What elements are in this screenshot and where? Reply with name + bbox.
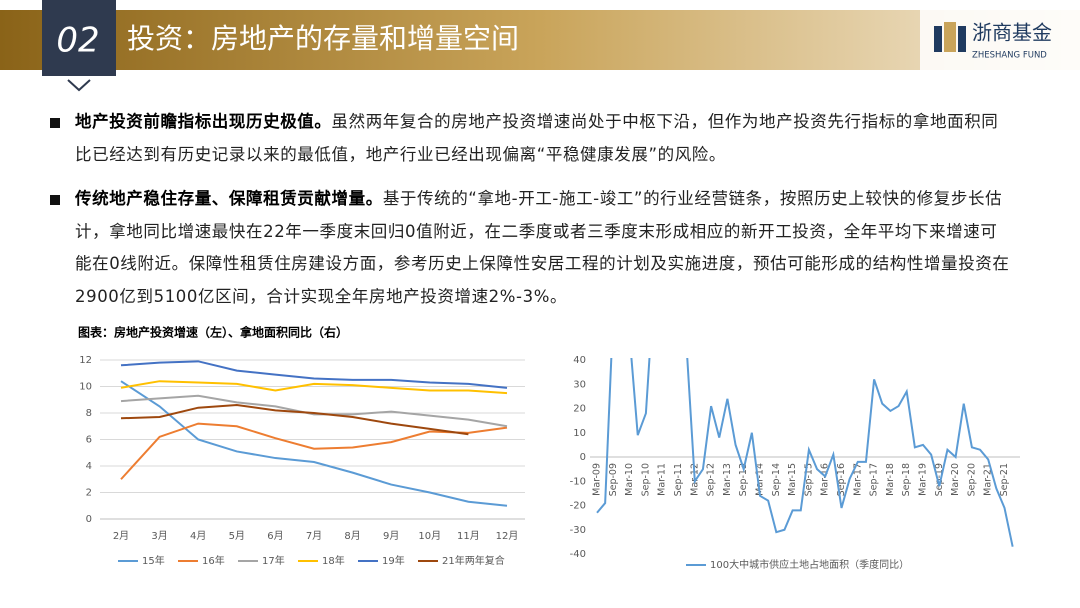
paragraph: 地产投资前瞻指标出现历史极值。虽然两年复合的房地产投资增速尚处于中枢下沿，但作为…: [75, 106, 1010, 171]
x-tick-label: Sep-11: [673, 463, 684, 496]
y-tick-label: 0: [580, 452, 586, 463]
header-bar: [0, 10, 1080, 70]
logo-en: ZHESHANG FUND: [972, 51, 1047, 61]
series-line: [596, 358, 1014, 547]
series-line: [120, 404, 469, 436]
x-tick-label: 9月: [383, 530, 399, 542]
x-tick-label: 8月: [344, 530, 360, 542]
x-tick-label: Mar-17: [852, 463, 863, 496]
x-tick-label: 3月: [151, 530, 167, 542]
legend-label: 16年: [202, 554, 225, 567]
legend-label: 100大中城市供应土地占地面积（季度同比）: [710, 558, 909, 571]
y-tick-label: 10: [573, 428, 586, 439]
x-tick-label: Mar-09: [592, 463, 603, 496]
y-tick-label: 6: [86, 435, 92, 446]
y-tick-label: 2: [86, 488, 92, 499]
x-tick-label: Sep-15: [803, 463, 814, 496]
plot: [596, 358, 1014, 547]
legend-label: 19年: [382, 554, 405, 567]
plot: [120, 360, 508, 507]
x-tick-label: Sep-14: [771, 463, 782, 496]
x-tick-label: Mar-18: [885, 463, 896, 496]
legend-label: 18年: [322, 554, 345, 567]
x-tick-label: Mar-10: [624, 463, 635, 496]
y-tick-label: 12: [79, 355, 92, 366]
x-tick-label: Sep-09: [608, 463, 619, 496]
para-lead: 地产投资前瞻指标出现历史极值。: [75, 112, 332, 131]
x-tick-label: Sep-20: [966, 463, 977, 496]
x-tick-label: Mar-20: [950, 463, 961, 496]
series-line: [120, 380, 508, 507]
x-tick-label: Mar-15: [787, 463, 798, 496]
x-tick-label: Mar-21: [983, 463, 994, 496]
series-line: [120, 422, 508, 480]
x-tick-label: Sep-21: [999, 463, 1010, 496]
legend-label: 21年两年复合: [442, 554, 505, 567]
x-tick-label: Sep-19: [934, 463, 945, 496]
y-tick-label: -30: [570, 525, 586, 536]
x-tick-label: 6月: [267, 530, 283, 542]
x-tick-label: Sep-10: [640, 463, 651, 496]
number-tab: [42, 0, 116, 76]
series-line: [120, 394, 508, 428]
x-tick-label: 10月: [418, 530, 441, 542]
y-tick-label: 40: [573, 355, 586, 366]
x-tick-label: Sep-17: [869, 463, 880, 496]
x-tick-label: 2月: [113, 530, 129, 542]
x-tick-label: 4月: [190, 530, 206, 542]
logo-cn: 浙商基金: [972, 21, 1052, 45]
y-tick-label: 10: [79, 382, 92, 393]
x-tick-label: Sep-18: [901, 463, 912, 496]
x-tick-label: 7月: [306, 530, 322, 542]
legend-label: 17年: [262, 554, 285, 567]
logo-icon: [934, 22, 966, 52]
series-line: [120, 380, 508, 395]
y-tick-label: 20: [573, 404, 586, 415]
bullet: [50, 195, 60, 205]
y-tick-label: -20: [570, 501, 586, 512]
y-tick-label: -40: [570, 549, 586, 560]
bullet: [50, 118, 60, 128]
x-tick-label: Mar-11: [657, 463, 668, 496]
para-lead: 传统地产稳住存量、保障租赁贡献增量。: [75, 189, 383, 208]
section-number: 02: [56, 21, 99, 61]
x-tick-label: Mar-13: [722, 463, 733, 496]
para-text: 虽然两年复合的房地产投资增速尚处于中枢下沿，但作为地产投资先行指标的拿地面积同比…: [75, 112, 999, 164]
x-tick-label: Sep-13: [738, 463, 749, 496]
series-line: [120, 360, 508, 389]
y-tick-label: 4: [86, 461, 92, 472]
y-tick-label: 30: [573, 379, 586, 390]
legend-label: 15年: [142, 554, 165, 567]
paragraph: 传统地产稳住存量、保障租赁贡献增量。基于传统的“拿地-开工-施工-竣工”的行业经…: [75, 183, 1010, 313]
y-tick-label: 8: [86, 408, 92, 419]
chevron: [67, 79, 91, 92]
y-tick-label: 0: [86, 514, 92, 525]
x-tick-label: 5月: [229, 530, 245, 542]
x-tick-label: Mar-14: [755, 463, 766, 496]
x-tick-label: Mar-16: [820, 463, 831, 496]
x-tick-label: Mar-19: [918, 463, 929, 496]
x-tick-label: Sep-16: [836, 463, 847, 496]
x-tick-label: 11月: [457, 530, 480, 542]
para-text: 基于传统的“拿地-开工-施工-竣工”的行业经营链条，按照历史上较快的修复步长估计…: [75, 189, 1010, 306]
x-tick-label: Sep-12: [706, 463, 717, 496]
chart-caption: 图表：房地产投资增速（左）、拿地面积同比（右）: [78, 325, 348, 340]
x-tick-label: 12月: [496, 530, 519, 542]
y-tick-label: -10: [570, 476, 586, 487]
header-title: 投资：房地产的存量和增量空间: [127, 22, 519, 55]
